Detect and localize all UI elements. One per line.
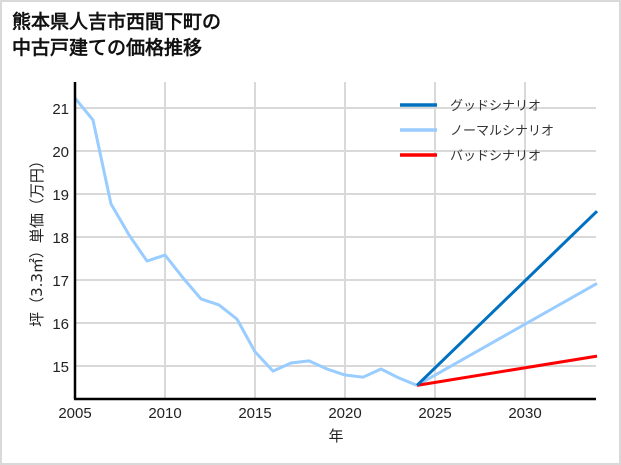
y-tick-label: 21 bbox=[52, 101, 69, 118]
x-tick-label: 2010 bbox=[148, 405, 181, 422]
series-line bbox=[416, 282, 598, 387]
x-tick-label: 2025 bbox=[418, 405, 451, 422]
x-axis-title: 年 bbox=[328, 427, 343, 445]
y-tick-label: 20 bbox=[52, 144, 69, 161]
series-line bbox=[416, 354, 598, 387]
y-tick-labels: 15 16 17 18 19 20 21 bbox=[52, 101, 69, 376]
gridlines bbox=[75, 82, 596, 399]
chart-title: 熊本県人吉市西間下町の 中古戸建ての価格推移 bbox=[12, 9, 221, 61]
series-line bbox=[73, 97, 418, 387]
chart-title-line-1: 熊本県人吉市西間下町の bbox=[12, 11, 222, 33]
x-tick-labels: 2005 2010 2015 2020 2025 2030 bbox=[58, 405, 541, 422]
x-tick-label: 2005 bbox=[58, 405, 91, 422]
axes bbox=[73, 82, 596, 401]
series-lines bbox=[73, 97, 599, 387]
x-tick-label: 2015 bbox=[238, 405, 271, 422]
x-tick-label: 2030 bbox=[508, 405, 541, 422]
y-tick-label: 17 bbox=[52, 273, 69, 290]
y-tick-label: 15 bbox=[52, 359, 69, 376]
y-tick-label: 18 bbox=[52, 230, 69, 247]
series-line bbox=[415, 210, 599, 387]
x-tick-label: 2020 bbox=[328, 405, 361, 422]
y-tick-label: 16 bbox=[52, 316, 69, 333]
y-axis-title: 坪（3.3㎡）単価（万円） bbox=[28, 153, 46, 327]
legend-label: グッドシナリオ bbox=[450, 99, 541, 114]
y-tick-label: 19 bbox=[52, 187, 69, 204]
legend-label: ノーマルシナリオ bbox=[450, 124, 554, 139]
chart-title-line-2: 中古戸建ての価格推移 bbox=[12, 37, 203, 59]
legend-label: バッドシナリオ bbox=[450, 149, 541, 164]
